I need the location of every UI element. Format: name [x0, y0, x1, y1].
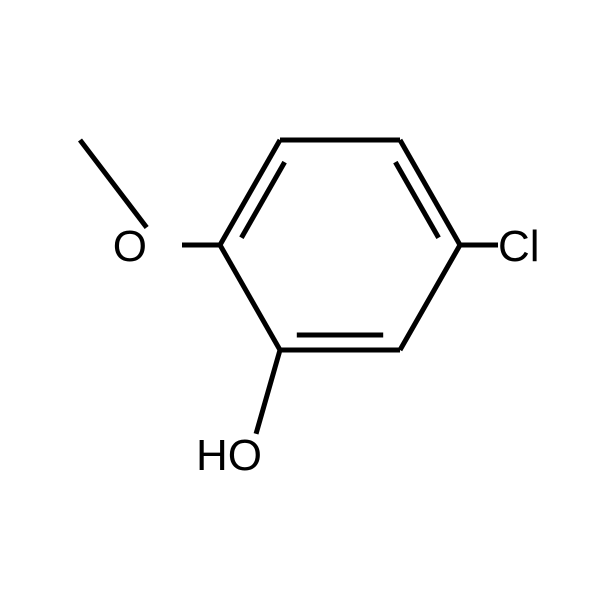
bond-C1-C2: [220, 140, 280, 245]
atom-label-O_ring: O: [113, 222, 147, 271]
bond-C6-C1: [220, 245, 280, 350]
bond-O_ring-CH3: [80, 140, 147, 228]
bond-C6-OH_C: [256, 350, 280, 434]
atom-label-Cl: Cl: [498, 222, 540, 271]
molecule-diagram: O HO Cl: [0, 0, 600, 600]
atom-label-OH_C: HO: [196, 431, 262, 480]
bond-C4-C5: [400, 245, 460, 350]
bond-C3-C4: [400, 140, 460, 245]
